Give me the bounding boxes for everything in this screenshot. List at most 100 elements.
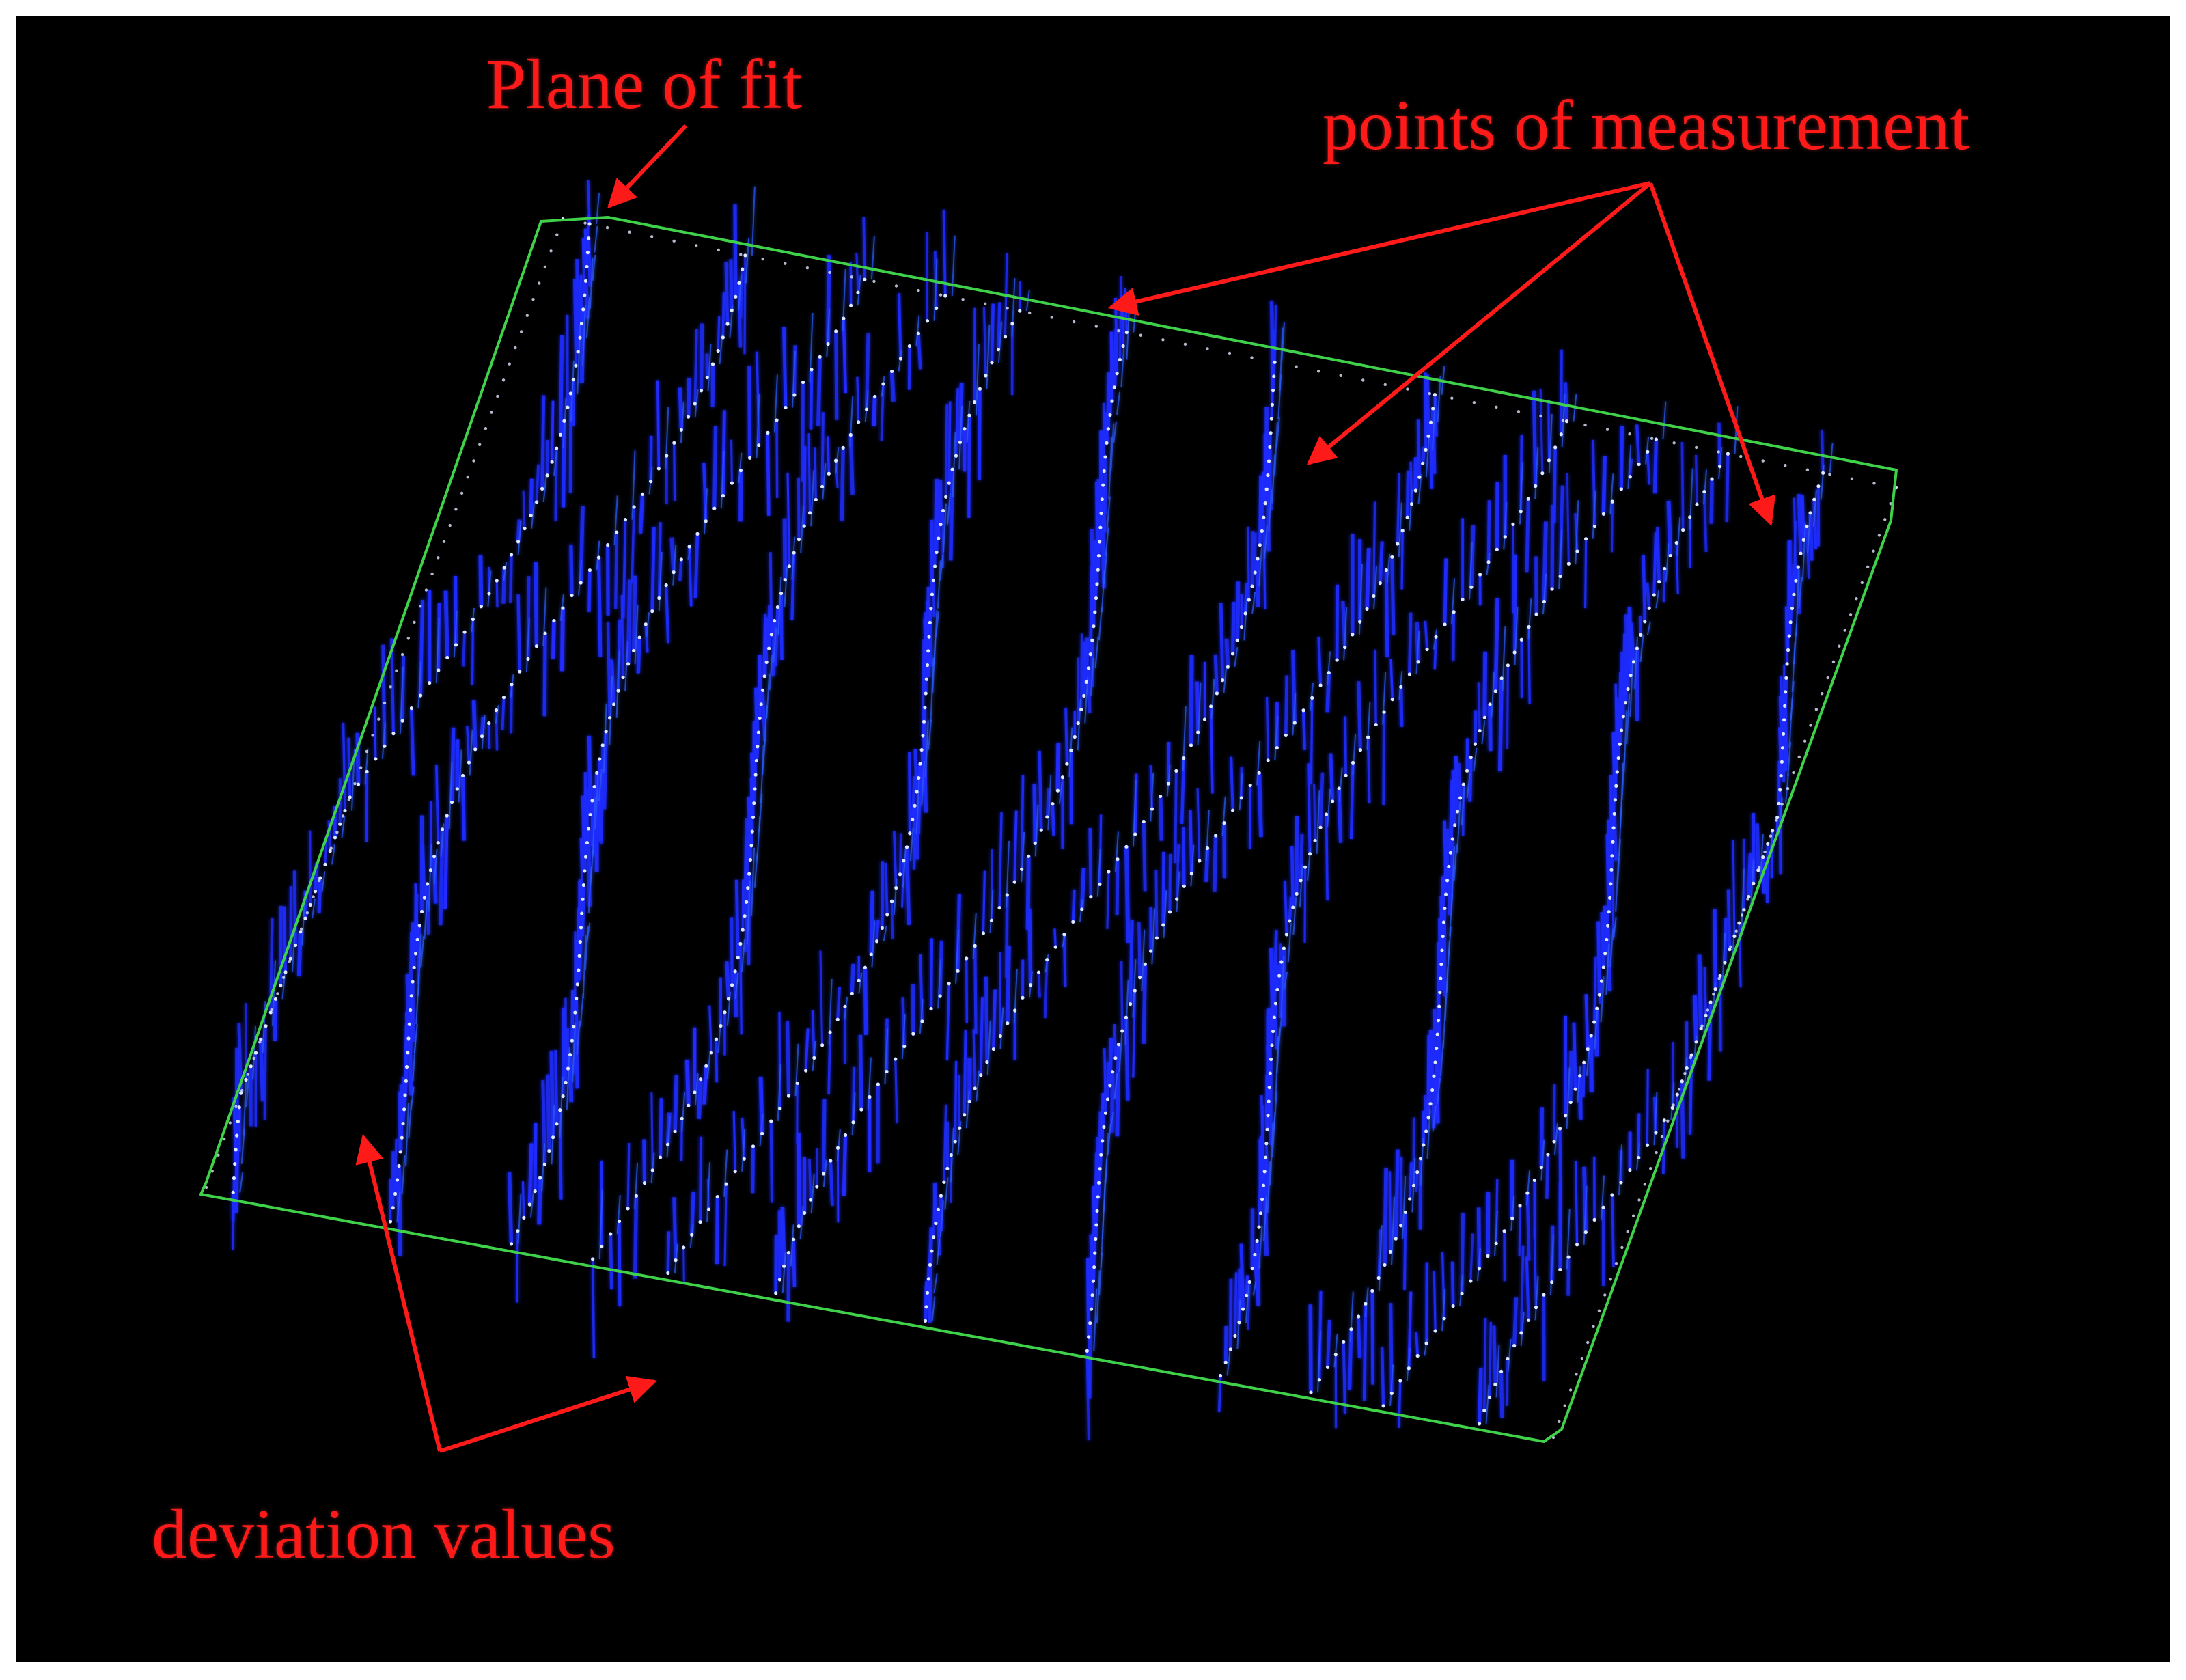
deviation-spike — [1115, 1044, 1121, 1137]
deviation-spike — [869, 890, 874, 955]
deviation-spike — [1491, 671, 1495, 718]
measurement-point — [1223, 1360, 1228, 1364]
deviation-spike — [1398, 502, 1402, 557]
deviation-spike — [1786, 598, 1790, 650]
measurement-point — [1495, 547, 1499, 551]
measurement-point — [1558, 1420, 1561, 1424]
deviation-spike — [1520, 1245, 1525, 1333]
measurement-point — [1351, 633, 1355, 637]
deviation-spike — [1105, 527, 1109, 556]
measurement-point — [747, 872, 751, 876]
measurement-point — [916, 331, 921, 335]
measurement-point — [1149, 949, 1153, 953]
measurement-point — [1299, 879, 1303, 883]
measurement-point — [1649, 1166, 1652, 1170]
measurement-point — [1159, 794, 1163, 799]
deviation-spike — [1310, 698, 1314, 784]
measurement-point — [1121, 344, 1125, 348]
measurement-point — [1805, 524, 1809, 529]
deviation-spike — [693, 329, 698, 404]
measurement-point — [571, 378, 575, 382]
measurement-point — [1637, 1198, 1641, 1202]
measurement-point — [240, 1089, 244, 1092]
deviation-spike — [529, 1192, 534, 1218]
measurement-point — [518, 670, 522, 674]
deviation-spike — [586, 215, 590, 253]
measurement-point — [1502, 1229, 1506, 1233]
deviation-spike — [715, 1039, 719, 1083]
measurement-point — [1258, 1211, 1263, 1215]
deviation-spike — [1142, 821, 1147, 892]
measurement-point — [413, 620, 416, 624]
deviation-spike — [481, 715, 486, 749]
measurement-point — [1284, 733, 1288, 737]
deviation-spike — [575, 259, 580, 352]
deviation-spike — [870, 236, 875, 280]
deviation-spike — [1366, 702, 1371, 750]
measurement-point — [1792, 592, 1796, 596]
deviation-spike — [1245, 1284, 1249, 1323]
measurement-point — [942, 1180, 946, 1184]
deviation-spike — [1619, 425, 1624, 489]
measurement-point — [849, 303, 853, 307]
deviation-spike — [1108, 1038, 1113, 1086]
measurement-point — [1637, 1155, 1641, 1160]
deviation-spike — [1299, 833, 1304, 881]
measurement-point — [398, 1150, 402, 1154]
measurement-point — [1202, 717, 1206, 721]
deviation-spike — [725, 961, 731, 1000]
deviation-spike — [947, 493, 951, 525]
deviation-spike — [1113, 1073, 1118, 1100]
measurement-point — [615, 530, 619, 534]
deviation-spike — [998, 812, 1003, 908]
measurement-point — [1506, 1356, 1510, 1361]
measurement-point — [1174, 769, 1178, 773]
measurement-point — [1094, 1223, 1098, 1227]
measurement-point — [409, 1008, 413, 1013]
measurement-point — [924, 677, 929, 681]
measurement-point — [552, 618, 556, 623]
deviation-spike — [1189, 810, 1193, 874]
measurement-point — [657, 596, 661, 601]
measurement-point — [1425, 647, 1429, 652]
measurement-point — [583, 855, 588, 859]
deviation-spike — [1370, 1291, 1374, 1385]
measurement-point — [406, 637, 410, 640]
measurement-point — [1073, 320, 1076, 324]
deviation-spike — [1787, 741, 1792, 776]
measurement-point — [911, 817, 915, 822]
measurement-point — [1534, 1306, 1538, 1310]
deviation-spike — [592, 786, 598, 854]
measurement-point — [356, 782, 361, 786]
deviation-spike — [615, 650, 620, 718]
measurement-point — [1271, 1029, 1275, 1034]
measurement-point — [786, 1251, 790, 1255]
deviation-spike — [840, 447, 845, 521]
measurement-point — [1643, 620, 1647, 624]
deviation-spike — [779, 593, 784, 661]
deviation-spike — [844, 996, 848, 1020]
deviation-spike — [808, 1158, 812, 1200]
deviation-spike — [933, 1273, 938, 1293]
measurement-point — [876, 1082, 880, 1086]
measurement-point — [1284, 933, 1288, 937]
measurement-point — [1094, 596, 1098, 601]
measurement-point — [1205, 846, 1210, 851]
deviation-spike — [712, 426, 718, 509]
measurement-point — [890, 369, 894, 374]
measurement-point — [863, 965, 868, 969]
measurement-point — [1499, 1369, 1504, 1373]
deviation-spike — [1317, 637, 1323, 686]
measurement-point — [1262, 1170, 1267, 1174]
measurement-point — [902, 1045, 907, 1049]
deviation-spike — [1352, 734, 1357, 776]
deviation-spike — [417, 661, 422, 708]
deviation-spike — [1062, 934, 1066, 948]
deviation-spike — [1235, 581, 1241, 641]
measurement-point — [1241, 1307, 1245, 1311]
deviation-spike — [746, 880, 751, 944]
measurement-point — [471, 617, 475, 622]
measurement-point — [596, 555, 601, 560]
deviation-spike — [749, 777, 754, 832]
deviation-spike — [1402, 1176, 1407, 1239]
